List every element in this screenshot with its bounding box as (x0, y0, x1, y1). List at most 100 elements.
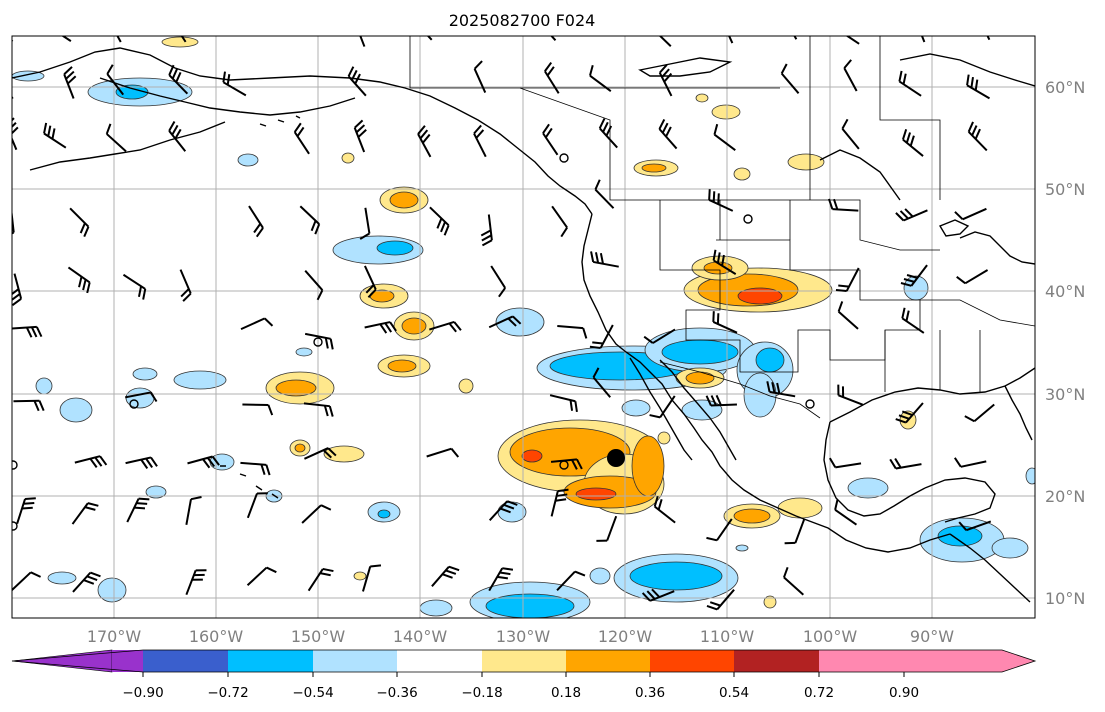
wind-barb (653, 495, 676, 524)
anomaly-contour (173, 370, 227, 390)
lat-label: 60°N (1045, 78, 1085, 97)
barb-flag (542, 123, 550, 134)
barb-flag (582, 327, 588, 339)
barb-flag (442, 573, 453, 579)
anomaly-contour (353, 571, 367, 581)
barb-flag (24, 497, 36, 500)
wind-barb (895, 402, 924, 424)
barb-flag (12, 293, 21, 302)
wind-barb (246, 492, 268, 519)
barb-flag (320, 504, 332, 511)
barb-flag (443, 224, 450, 236)
barb-flag (389, 321, 397, 332)
wind-barbs (12, 8, 995, 611)
barb-flag (784, 541, 796, 545)
barb-flag (651, 588, 661, 598)
anomaly-contour (711, 104, 741, 120)
wind-barb (473, 60, 487, 93)
colorbar-tick-label: −0.36 (376, 685, 417, 701)
barb-flag (913, 10, 924, 17)
political-borders (409, 36, 1035, 419)
barb-flag (976, 8, 987, 16)
wind-barb (590, 251, 619, 268)
barb-flag (706, 536, 718, 542)
barb-flag (506, 500, 518, 506)
wind-barb (16, 497, 36, 525)
barb-flag (771, 381, 776, 393)
barb-flag (544, 127, 553, 138)
colorbar-tick-label: −0.18 (461, 685, 502, 701)
barb-flag (475, 129, 485, 139)
barb-flag (136, 502, 148, 505)
barb-flag (954, 211, 964, 221)
barb-flag (717, 193, 720, 205)
anomaly-contour (733, 508, 771, 524)
barb-staff (12, 125, 18, 151)
barb-flag (12, 117, 15, 127)
anomaly-contour (294, 443, 306, 453)
barb-flag (384, 322, 393, 333)
lon-label: 90°W (910, 627, 954, 646)
barb-flag (716, 252, 721, 264)
barb-flag (605, 125, 613, 137)
wind-barb (170, 36, 187, 43)
barb-staff (594, 188, 615, 209)
barb-flag (473, 60, 483, 70)
barb-flag (555, 498, 567, 502)
barb-flag (776, 382, 781, 394)
barb-flag (909, 135, 915, 147)
barb-flag (354, 15, 365, 22)
colorbar-swatch (566, 650, 650, 672)
barb-flag (974, 128, 981, 140)
anomaly-contour (621, 399, 651, 417)
colorbar-swatch (143, 650, 228, 672)
barb-flag (958, 521, 968, 531)
barb-staff (592, 376, 611, 398)
barb-staff (713, 133, 736, 151)
barb-flag (255, 227, 264, 238)
anomaly-contour (1025, 467, 1035, 485)
colorbar-tick-label: 0.72 (804, 685, 834, 701)
barb-flag (602, 121, 609, 133)
barb-flag (594, 179, 601, 190)
wind-barb (557, 325, 588, 339)
barb-staff (537, 36, 557, 41)
barb-flag (889, 458, 897, 470)
anomaly-contour (641, 163, 667, 173)
barb-flag (89, 458, 98, 468)
anomaly-contour (733, 167, 751, 181)
barb-flag (661, 68, 670, 78)
barb-flag (25, 327, 33, 338)
barb-flag (953, 457, 962, 468)
wind-barb (766, 381, 796, 398)
wind-barb (556, 570, 586, 592)
barb-flag (23, 501, 35, 505)
wind-barb (783, 566, 804, 596)
wind-barb (74, 455, 108, 468)
anomaly-contour (341, 152, 355, 164)
barb-staff (106, 133, 127, 153)
barb-flag (512, 315, 522, 325)
barb-flag (966, 74, 970, 86)
barb-flag (137, 286, 143, 297)
barb-flag (202, 458, 211, 469)
barb-flag (646, 590, 656, 600)
barb-flag (720, 12, 731, 20)
barb-flag (574, 401, 578, 413)
anomaly-contour (47, 571, 77, 585)
wind-barb (782, 36, 798, 40)
barb-flag (83, 226, 90, 237)
barb-flag (901, 307, 906, 319)
barb-flag (21, 506, 33, 510)
barb-flag (253, 223, 262, 234)
wind-barb (828, 457, 862, 469)
barb-flag (590, 251, 595, 263)
anomaly-contour (847, 477, 889, 499)
barb-flag (168, 120, 176, 132)
barb-flag (35, 326, 43, 338)
barb-flag (641, 592, 651, 602)
wind-barb (958, 520, 992, 532)
colorbar-tick-label: −0.90 (122, 685, 163, 701)
wind-barb (835, 267, 860, 293)
